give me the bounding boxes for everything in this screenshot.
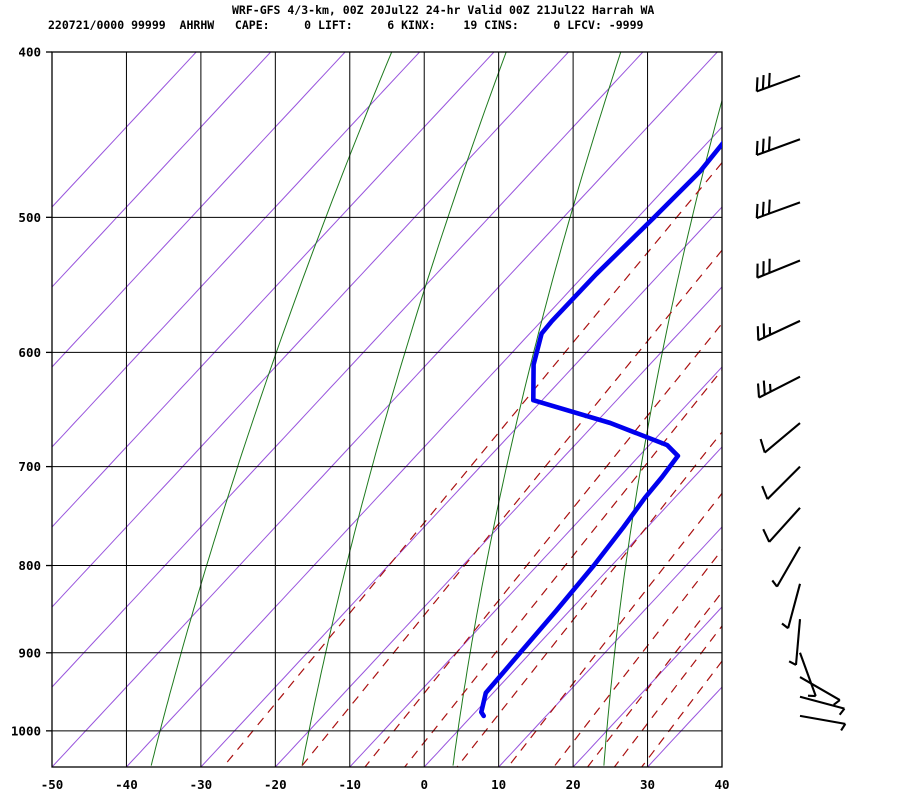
wind-barb bbox=[761, 465, 801, 500]
wind-barb bbox=[799, 676, 841, 706]
dry-adiabat-lines bbox=[150, 52, 722, 766]
wind-barb bbox=[756, 319, 801, 342]
wind-barb bbox=[799, 714, 847, 731]
temperature-tick-label: 0 bbox=[420, 777, 428, 792]
temperature-axis-labels: -50 -40 -30 -20 -10 0 10 20 30 40 bbox=[41, 777, 730, 792]
temperature-tick-label: 40 bbox=[714, 777, 729, 792]
temperature-tick-label: 30 bbox=[640, 777, 655, 792]
isotherm-lines bbox=[52, 52, 722, 767]
pressure-tick-label: 500 bbox=[18, 210, 41, 225]
temperature-tick-label: 20 bbox=[566, 777, 581, 792]
wind-barb bbox=[756, 258, 801, 279]
temperature-tick-label: -30 bbox=[190, 777, 213, 792]
mixing-ratio-lines bbox=[222, 161, 722, 767]
dewpoint-profile[interactable] bbox=[479, 76, 766, 719]
pressure-tick-label: 400 bbox=[18, 45, 41, 60]
temperature-tick-label: -50 bbox=[41, 777, 64, 792]
page-title: WRF-GFS 4/3-km, 00Z 20Jul22 24-hr Valid … bbox=[232, 3, 655, 17]
wind-barb bbox=[755, 72, 801, 93]
wind-barb bbox=[799, 652, 817, 698]
temperature-tick-label: -40 bbox=[115, 777, 138, 792]
wind-barb bbox=[755, 199, 801, 220]
wind-barb bbox=[788, 619, 802, 666]
wind-barb bbox=[756, 375, 801, 399]
wind-barb bbox=[799, 695, 846, 716]
pressure-tick-label: 700 bbox=[18, 459, 41, 474]
pressure-axis-labels: 400 500 600 700 800 900 1000 bbox=[11, 45, 41, 739]
pressure-tick-label: 800 bbox=[18, 558, 41, 573]
wind-barb bbox=[762, 507, 801, 543]
pressure-tick-label: 600 bbox=[18, 345, 41, 360]
temperature-tick-label: 10 bbox=[491, 777, 506, 792]
temperature-profile[interactable] bbox=[742, 76, 900, 716]
grid-lines bbox=[52, 51, 722, 767]
sounding-indices-line: 220721/0000 99999 AHRHW CAPE: 0 LIFT: 6 … bbox=[48, 18, 644, 32]
pressure-tick-label: 900 bbox=[18, 645, 41, 660]
axis-ticks bbox=[46, 51, 52, 732]
wind-barb bbox=[771, 546, 801, 588]
plot-frame bbox=[51, 51, 723, 768]
wind-barb bbox=[781, 583, 802, 630]
wind-barb-column bbox=[755, 72, 847, 731]
temperature-tick-label: -10 bbox=[338, 777, 361, 792]
temperature-tick-label: -20 bbox=[264, 777, 287, 792]
pressure-tick-label: 1000 bbox=[11, 723, 41, 738]
wind-barb bbox=[759, 422, 801, 454]
wind-barb bbox=[755, 136, 801, 156]
